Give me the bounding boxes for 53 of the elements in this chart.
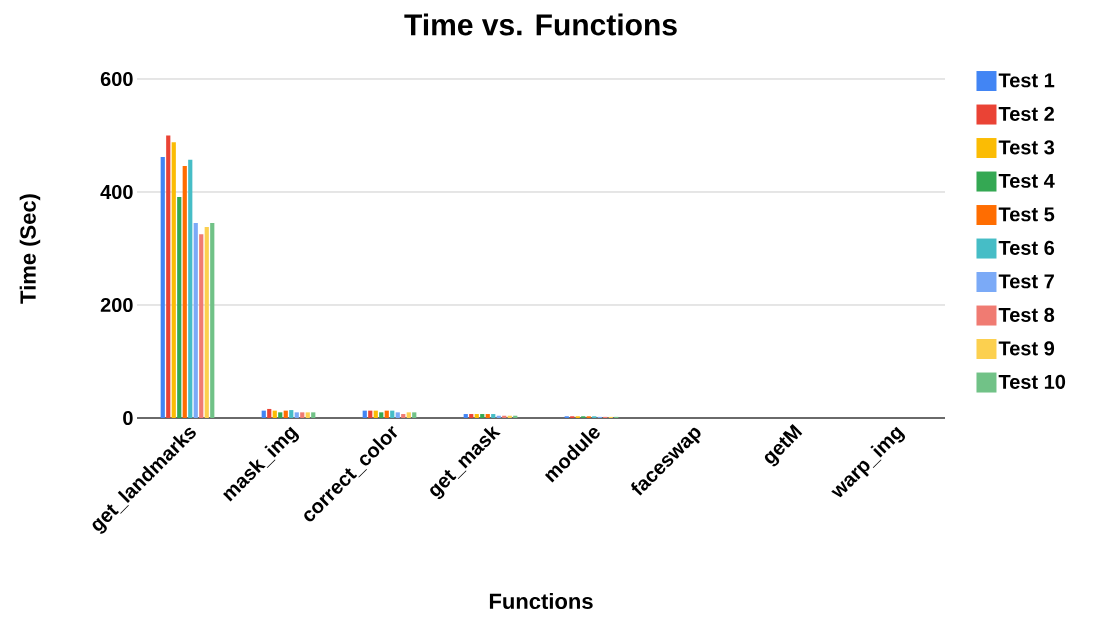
legend-label: Test 10 xyxy=(998,374,1066,389)
bar xyxy=(485,414,490,418)
legend-label: Test 5 xyxy=(998,207,1055,222)
bar xyxy=(463,414,468,418)
bar xyxy=(210,223,215,418)
y-tick-label: 400 xyxy=(100,184,133,200)
bar xyxy=(491,414,496,418)
bar xyxy=(469,414,474,418)
bar xyxy=(193,223,198,418)
bar xyxy=(182,166,187,418)
bar xyxy=(278,412,283,418)
y-tick-label: 0 xyxy=(123,410,133,426)
bar xyxy=(395,412,400,418)
bar xyxy=(177,197,182,418)
bar xyxy=(267,408,272,418)
bar xyxy=(362,410,367,418)
bar xyxy=(480,414,485,418)
bar xyxy=(311,412,316,418)
legend-label: Test 9 xyxy=(998,341,1055,356)
legend-label: Test 4 xyxy=(998,173,1055,188)
legend-label: Test 1 xyxy=(998,73,1055,88)
chart-title: Time vs. Functions xyxy=(404,13,677,36)
bar xyxy=(474,414,479,418)
y-tick-label: 600 xyxy=(100,71,133,87)
bar xyxy=(368,410,373,418)
bar xyxy=(261,410,266,418)
bar xyxy=(401,414,406,418)
legend-label: Test 7 xyxy=(998,274,1054,289)
bar xyxy=(379,412,384,418)
bar xyxy=(412,412,417,418)
bar xyxy=(171,142,176,418)
y-tick-label: 200 xyxy=(100,297,133,313)
bar xyxy=(294,412,299,418)
bar xyxy=(188,159,193,418)
legend-label: Test 6 xyxy=(998,240,1055,255)
bar xyxy=(272,410,277,418)
legend-label: Test 2 xyxy=(998,106,1054,121)
bar xyxy=(160,156,165,418)
bar xyxy=(204,227,209,418)
bar xyxy=(300,412,305,418)
legend-label: Test 8 xyxy=(998,307,1055,322)
legend-label: Test 3 xyxy=(998,140,1055,155)
bar xyxy=(166,135,171,418)
bar xyxy=(305,412,310,418)
x-axis-title: Functions xyxy=(489,592,593,610)
bar xyxy=(283,410,288,418)
bar xyxy=(390,410,395,418)
y-axis-title: Time (Sec) xyxy=(19,194,41,304)
bar xyxy=(199,234,204,418)
bar xyxy=(373,410,378,418)
bar xyxy=(384,410,389,418)
bar xyxy=(406,412,411,418)
bar xyxy=(289,410,294,418)
